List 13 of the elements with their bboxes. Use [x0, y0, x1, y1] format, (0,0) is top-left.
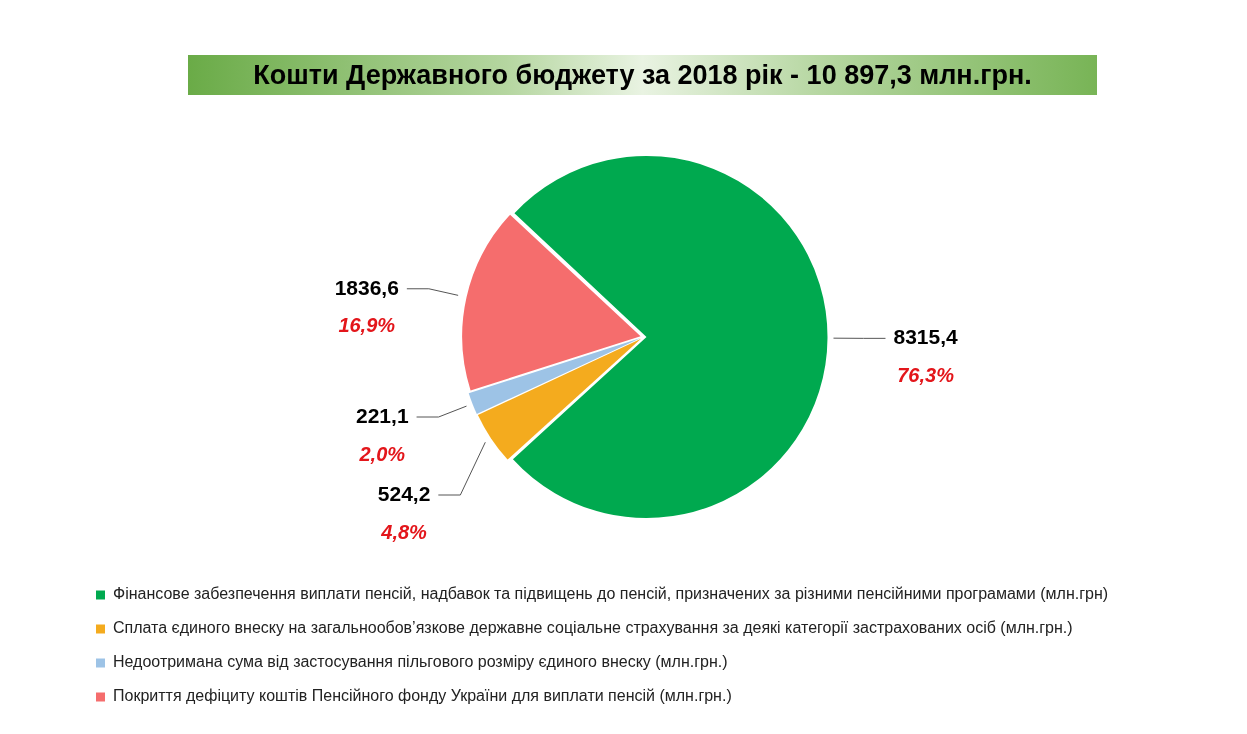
chart-title: Кошти Державного бюджету за 2018 рік - 10 897,3 млн.грн.: [188, 55, 1097, 95]
text: 16,9%: [338, 314, 396, 337]
data-label: 8315,4: [893, 325, 959, 349]
legend-label: Покриття дефіциту коштів Пенсійного фонду України для виплати пенсій (млн.грн.): [113, 687, 732, 705]
data-label: 1836,6: [334, 275, 399, 299]
legend-label: Фінансове забезпечення виплати пенсій, надбавок та підвищень до пенсій, призначених за різними пенсійними програмами (млн.грн): [113, 585, 1109, 603]
text: 2,0%: [358, 442, 406, 465]
text: 76,3%: [897, 363, 955, 386]
data-label: 221,1: [356, 403, 409, 427]
text: 4,8%: [380, 520, 428, 543]
legend-label: Недоотримана сума від застосування пільгового розміру єдиного внеску (млн.грн.): [113, 653, 728, 671]
data-label: 524,2: [377, 481, 431, 505]
legend-label: Сплата єдиного внеску на загальнообов’язкове державне соціальне страхування за деякі категорії застрахованих осіб (млн.грн.): [113, 619, 1073, 637]
